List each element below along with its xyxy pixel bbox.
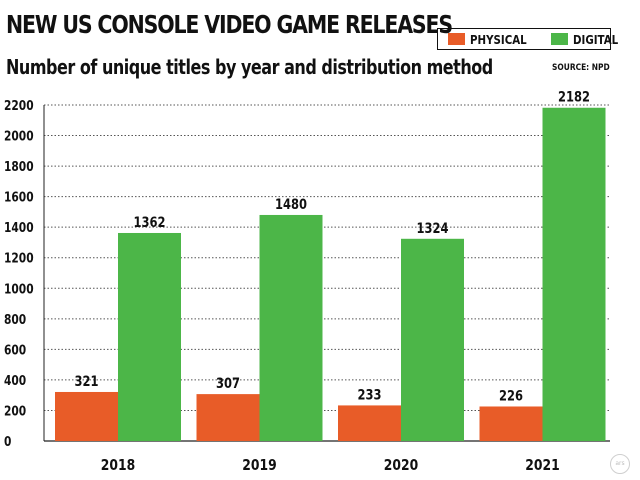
bar-physical [55,391,118,441]
bar-physical [479,406,543,441]
bar-digital [118,232,181,441]
y-tick-label: 1000 [4,281,34,297]
chart-subtitle: Number of unique titles by year and dist… [6,55,493,79]
bar-digital [401,238,464,441]
x-tick-label: 2021 [525,456,559,474]
y-tick-label: 2000 [4,129,34,145]
y-tick-label: 0 [4,434,11,450]
bar-physical [196,394,260,441]
x-tick-label: 2019 [242,456,276,474]
y-tick-label: 1600 [4,190,34,206]
data-label: 226 [499,388,523,404]
x-tick-label: 2020 [384,456,419,474]
legend-label-physical: PHYSICAL [470,31,527,47]
y-tick-label: 1400 [4,220,34,236]
y-tick-label: 1800 [4,159,34,175]
data-label: 1362 [134,215,166,231]
data-label: 307 [216,376,240,392]
y-tick-label: 400 [4,373,26,389]
data-label: 321 [75,374,99,390]
y-tick-label: 1200 [4,251,34,267]
legend-item-physical: PHYSICAL [448,32,539,47]
legend-swatch-physical [448,33,465,45]
y-tick-label: 800 [4,312,26,328]
data-label: 2182 [558,90,590,106]
data-label: 1324 [417,221,449,237]
x-tick-label: 2018 [101,456,135,474]
chart-title: NEW US CONSOLE VIDEO GAME RELEASES [6,10,453,39]
y-tick-label: 200 [4,403,26,419]
data-label: 1480 [275,197,307,213]
bar-digital [259,214,323,441]
legend-item-digital: DIGITAL [551,32,628,47]
legend-label-digital: DIGITAL [573,31,619,47]
legend-swatch-digital [551,33,569,45]
y-tick-label: 600 [4,342,26,358]
bar-physical [338,405,401,441]
y-tick-label: 2200 [4,98,34,114]
ars-logo-icon: ars [610,454,630,474]
chart-legend: PHYSICAL DIGITAL [437,28,618,50]
data-label: 233 [358,387,382,403]
bar-digital [542,107,606,442]
source-note: SOURCE: NPD [552,63,610,73]
